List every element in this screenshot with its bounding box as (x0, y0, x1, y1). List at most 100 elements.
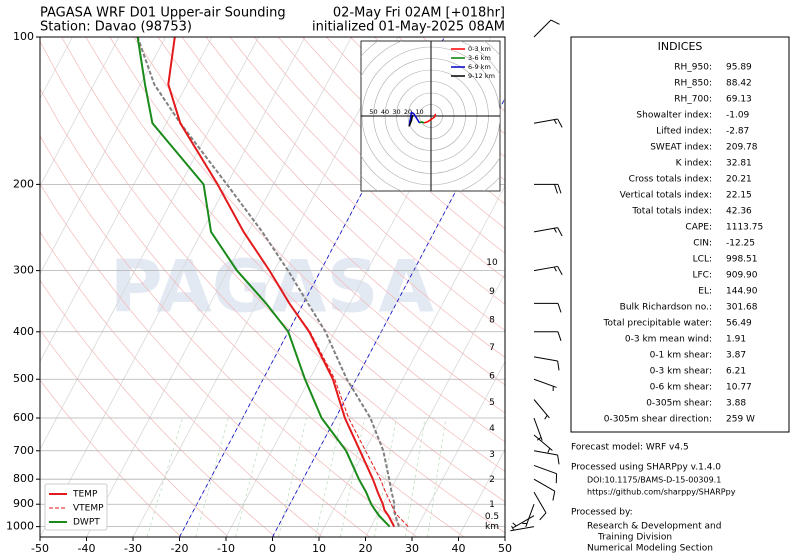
wind-barb (534, 183, 562, 194)
hodo-trace (408, 111, 421, 127)
hodo-trace (423, 113, 437, 124)
index-label: RH_700: (674, 95, 712, 105)
y-tick-label: 500 (13, 372, 34, 385)
height-label: 8 (489, 315, 495, 325)
barb-half (547, 448, 551, 453)
mixing-ratio-line (404, 417, 426, 537)
dry-adiabat (40, 88, 465, 537)
parcel-line (136, 37, 400, 527)
y-tick-label: 600 (13, 411, 34, 424)
dry-adiabat (40, 329, 229, 537)
index-value: 3.87 (726, 351, 746, 361)
wind-barb (533, 19, 560, 38)
height-label: 1 (489, 500, 495, 510)
barb-staff (510, 526, 535, 532)
index-label: LFC: (692, 271, 712, 281)
wind-barb (533, 450, 560, 465)
mixing-ratio-line (315, 417, 342, 537)
wind-barb (533, 464, 558, 484)
height-label: 6 (489, 371, 495, 381)
index-label: RH_950: (674, 63, 712, 73)
legend-box (44, 483, 108, 531)
wind-barb (533, 491, 547, 521)
index-label: RH_850: (674, 79, 712, 89)
index-value: 3.88 (726, 399, 746, 409)
height-label: 9 (489, 287, 495, 297)
barb-tick (557, 184, 562, 194)
indices-panel (570, 36, 790, 433)
barb-staff (533, 434, 553, 451)
dry-adiabat (85, 37, 505, 472)
footer-line: Processed using SHARPpy v.1.4.0 (571, 463, 721, 473)
hodo-trace (408, 114, 414, 127)
index-value: 10.77 (726, 383, 752, 393)
index-label: Showalter index: (636, 111, 712, 121)
barb-tick (554, 184, 558, 194)
index-label: Vertical totals index: (620, 191, 712, 201)
index-value: 301.68 (726, 303, 758, 313)
y-tick-label: 200 (13, 177, 34, 190)
index-value: 998.51 (726, 255, 758, 265)
isotherm (411, 360, 505, 537)
wind-barb (533, 478, 556, 501)
index-label: Cross totals index: (629, 175, 712, 185)
index-value: -1.09 (726, 111, 750, 121)
index-label: Lifted index: (656, 127, 712, 137)
barb-staff (533, 417, 543, 441)
barb-staff (533, 491, 547, 514)
x-tick-label: 50 (498, 542, 512, 555)
dry-adiabat (109, 37, 505, 443)
dry-adiabat (61, 37, 505, 503)
y-tick-label: 1000 (6, 520, 34, 533)
isotherm (458, 448, 505, 537)
y-tick-label: 300 (13, 264, 34, 277)
barb-tick (557, 227, 563, 237)
footer-line: Training Division (597, 533, 672, 543)
barb-half (553, 119, 557, 125)
barb-staff (533, 227, 558, 233)
dry-adiabat (229, 37, 505, 305)
index-value: 1113.75 (726, 223, 763, 233)
wind-barb (534, 331, 562, 341)
footer-line: Numerical Modeling Section (587, 544, 713, 554)
index-label: SWEAT index: (650, 143, 712, 153)
barb-staff (533, 464, 557, 475)
hodo-legend-label: 6-9 km (468, 63, 491, 71)
height-label: 3 (489, 450, 495, 460)
x-tick-label: 30 (405, 542, 419, 555)
background-lines (40, 37, 505, 537)
footer-line: https://github.com/sharppy/SHARPpy (587, 488, 736, 497)
mixing-ratio-line (146, 417, 183, 537)
legend-label: TEMP (72, 490, 98, 500)
wind-barb (533, 434, 553, 453)
index-label: 0-3 km mean wind: (625, 335, 712, 345)
hodo-trace (419, 120, 425, 124)
hodo-ring-label: 10 (415, 108, 423, 116)
y-tick-label: 100 (13, 30, 34, 43)
index-value: 95.89 (726, 63, 752, 73)
x-tick-label: -20 (171, 542, 189, 555)
x-tick-label: -10 (217, 542, 235, 555)
isotherm (40, 37, 259, 451)
barb-tick (552, 491, 556, 501)
mixing-ratio-line (235, 417, 267, 537)
mixing-ratio-line (374, 417, 397, 537)
mixing-ratio-line (340, 417, 365, 537)
barb-staff (533, 356, 558, 362)
wind-barb (533, 378, 557, 392)
index-label: Total totals index: (631, 207, 712, 217)
isotherm (40, 37, 166, 275)
x-tick-label: -40 (78, 542, 96, 555)
index-value: 209.78 (726, 143, 758, 153)
barb-half (553, 228, 557, 233)
hodo-ring-label: 40 (381, 108, 389, 116)
x-tick-label: -50 (31, 542, 49, 555)
index-value: 56.49 (726, 319, 752, 329)
height-label: 7 (489, 343, 495, 353)
height-label: 10 (486, 258, 498, 268)
index-value: 144.90 (726, 287, 758, 297)
wind-barb (512, 515, 535, 529)
hodo-legend-label: 3-6 km (468, 54, 491, 62)
